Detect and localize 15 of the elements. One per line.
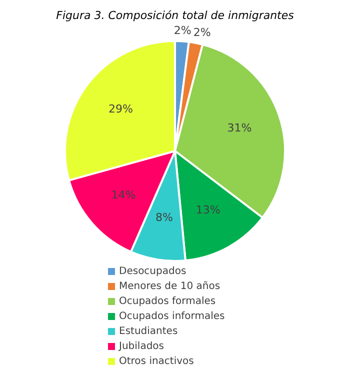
- data-label: 29%: [108, 102, 133, 116]
- data-label: 2%: [193, 26, 211, 40]
- legend-label: Estudiantes: [119, 325, 178, 339]
- data-label: 14%: [111, 188, 136, 202]
- legend-label: Desocupados: [119, 265, 186, 279]
- legend-label: Ocupados informales: [119, 310, 225, 324]
- chart-title: Figura 3. Composición total de inmigrantes: [55, 8, 295, 24]
- data-label: 8%: [156, 211, 173, 224]
- data-label: 2%: [174, 24, 192, 38]
- data-label: 31%: [227, 122, 252, 135]
- legend-label: Menores de 10 años: [119, 280, 220, 294]
- legend-label: Jubilados: [119, 340, 164, 354]
- legend-label: Otros inactivos: [119, 355, 194, 369]
- legend-label: Ocupados formales: [119, 295, 216, 309]
- data-label: 13%: [196, 203, 220, 216]
